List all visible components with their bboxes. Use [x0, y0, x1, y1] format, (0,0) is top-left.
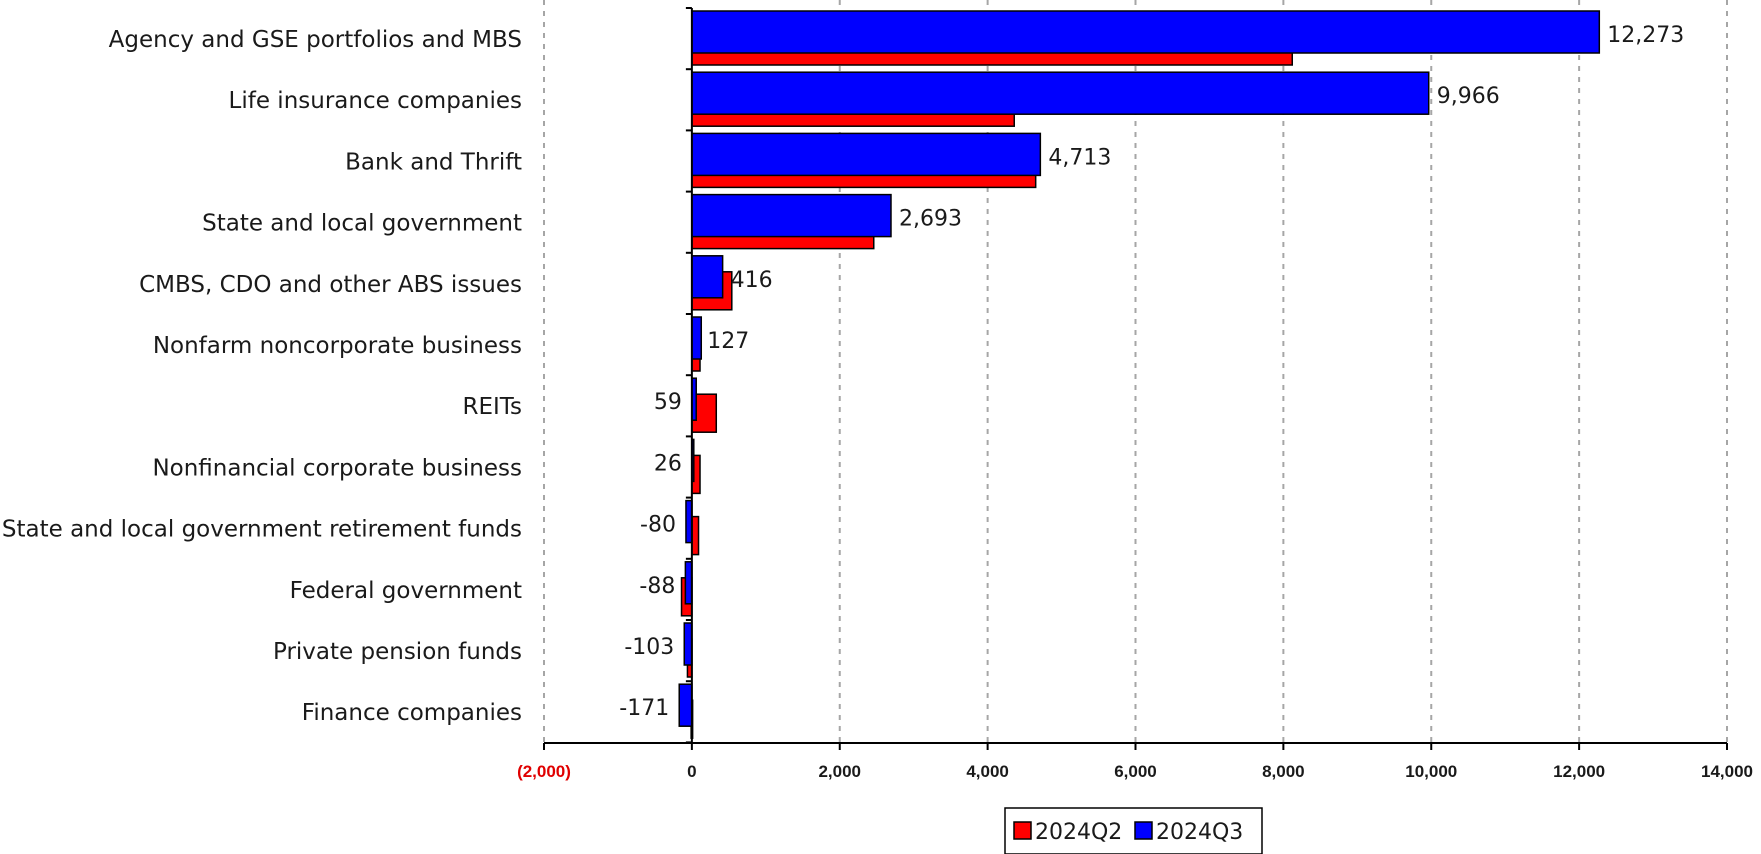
data-label: -80	[640, 513, 676, 538]
bar-2024q3	[691, 132, 1042, 177]
category-label: Life insurance companies	[229, 88, 522, 114]
category-label: Federal government	[290, 578, 522, 604]
bar-2024q3	[691, 10, 1601, 54]
x-tick-label: 4,000	[966, 762, 1009, 781]
data-label: -171	[619, 696, 669, 721]
data-label: 127	[707, 329, 749, 354]
data-labels: 12,273 9,966 4,713 2,693 416 127 59 26 -80 -88 -10…	[619, 23, 1684, 721]
data-label: -103	[624, 635, 674, 660]
category-label: Bank and Thrift	[345, 149, 522, 175]
x-tick-label: 8,000	[1262, 762, 1305, 781]
category-label: Nonfinancial corporate business	[152, 455, 522, 481]
category-label: Nonfarm noncorporate business	[153, 333, 522, 359]
x-tick-label: 0	[687, 762, 696, 781]
bars	[678, 10, 1601, 739]
x-axis-ticks: (2,000) 0 2,000 4,000 6,000 8,000 10,000 12,000…	[517, 743, 1753, 781]
category-label: Private pension funds	[273, 639, 522, 665]
category-label: REITs	[462, 394, 522, 420]
category-labels: Agency and GSE portfolios and MBS Life in…	[2, 27, 522, 726]
bar-2024q3	[691, 316, 703, 360]
category-label: State and local government retirement fu…	[2, 517, 522, 543]
legend-label: 2024Q2	[1035, 820, 1122, 845]
data-label: 2,693	[899, 207, 962, 232]
category-label: Finance companies	[302, 700, 522, 726]
x-tick-label: 10,000	[1405, 762, 1457, 781]
data-label: 9,966	[1437, 84, 1500, 109]
bar-2024q3	[691, 71, 1430, 115]
bar-2024q3	[678, 683, 693, 727]
x-tick-label: 6,000	[1114, 762, 1157, 781]
data-label: 12,273	[1607, 23, 1684, 48]
data-label: 59	[654, 390, 682, 415]
category-label: State and local government	[202, 211, 522, 237]
data-label: 416	[731, 268, 773, 293]
legend-box	[1004, 807, 1263, 854]
category-label: CMBS, CDO and other ABS issues	[139, 272, 522, 298]
bar-2024q3	[691, 193, 892, 238]
legend-label: 2024Q3	[1156, 820, 1243, 845]
legend: 2024Q2 2024Q3	[1004, 807, 1263, 854]
x-tick-label: 14,000	[1701, 762, 1753, 781]
x-tick-label: 2,000	[818, 762, 861, 781]
x-tick-label: 12,000	[1553, 762, 1605, 781]
bar-2024q3	[691, 255, 724, 299]
data-label: 4,713	[1048, 145, 1111, 170]
category-label: Agency and GSE portfolios and MBS	[109, 27, 522, 53]
data-label: -88	[639, 574, 675, 599]
legend-swatch	[1134, 821, 1153, 840]
x-tick-label: (2,000)	[517, 762, 571, 781]
bar-2024q3	[683, 622, 693, 666]
legend-swatch	[1013, 821, 1032, 840]
data-label: 26	[654, 451, 682, 476]
